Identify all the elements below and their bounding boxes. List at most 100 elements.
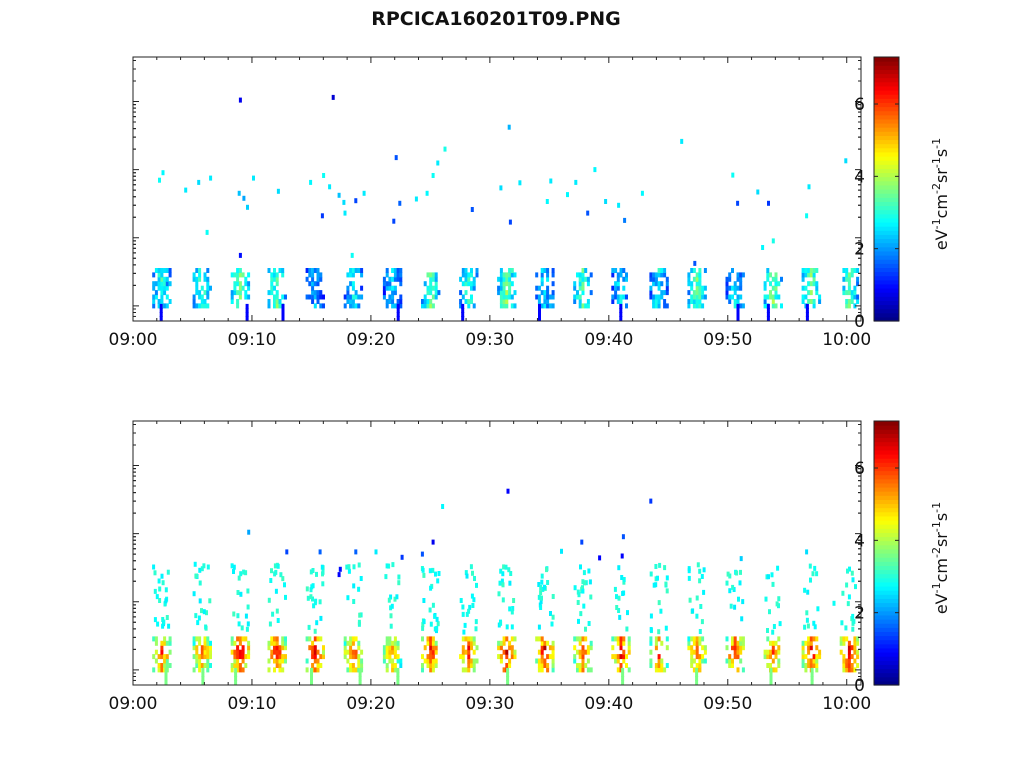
data-cell xyxy=(161,580,165,586)
data-cell xyxy=(155,594,159,600)
data-cell xyxy=(657,294,661,300)
data-cell xyxy=(195,645,199,651)
data-cell xyxy=(349,272,353,278)
x-tick-label: 09:30 xyxy=(465,330,514,350)
data-cell xyxy=(354,294,358,300)
data-cell xyxy=(690,658,694,664)
data-cell xyxy=(805,610,809,616)
data-cell xyxy=(206,654,210,660)
data-cell xyxy=(806,623,810,629)
data-cell xyxy=(319,303,323,309)
data-cell xyxy=(701,285,705,291)
data-cell xyxy=(812,268,816,273)
data-cell xyxy=(244,294,248,300)
data-cell xyxy=(275,281,279,287)
data-cell xyxy=(852,618,856,624)
data-cell xyxy=(394,155,398,161)
data-cell xyxy=(703,649,707,655)
data-cell xyxy=(267,658,271,664)
data-cell xyxy=(665,285,669,291)
data-cell xyxy=(725,285,729,291)
data-cell xyxy=(840,620,844,626)
data-cell xyxy=(154,640,158,646)
data-cell xyxy=(467,276,471,282)
data-cell xyxy=(431,567,435,573)
data-cell xyxy=(660,268,664,273)
data-cell xyxy=(354,303,358,309)
data-cell xyxy=(391,299,395,304)
data-cell xyxy=(198,654,202,660)
data-cell xyxy=(725,294,729,300)
data-cell xyxy=(244,663,248,668)
data-cell xyxy=(736,312,740,317)
data-cell xyxy=(690,281,694,287)
data-cell xyxy=(581,268,585,273)
data-cell xyxy=(627,640,631,646)
data-cell xyxy=(698,303,702,309)
data-cell xyxy=(281,294,285,300)
data-cell xyxy=(616,654,620,660)
colorbar-tick-label: 0 xyxy=(854,312,865,332)
data-cell xyxy=(619,316,623,322)
data-cell xyxy=(357,562,361,568)
data-cell xyxy=(768,609,771,615)
colorbar-band xyxy=(874,511,899,517)
data-cell xyxy=(502,667,506,673)
data-cell xyxy=(193,561,197,567)
colorbar-band xyxy=(874,557,899,562)
data-cell xyxy=(856,654,860,660)
data-cell xyxy=(391,649,395,655)
data-cell xyxy=(198,272,202,278)
data-cell xyxy=(241,272,245,278)
data-cell xyxy=(801,268,805,273)
data-cell xyxy=(763,285,767,291)
data-cell xyxy=(391,268,395,273)
data-cell xyxy=(436,578,440,584)
data-cell xyxy=(273,640,276,646)
data-cell xyxy=(695,667,699,673)
data-cell xyxy=(268,621,272,627)
data-cell xyxy=(351,663,355,668)
colorbar-frame xyxy=(873,56,900,322)
data-cell xyxy=(535,294,539,300)
data-cell xyxy=(663,299,667,304)
data-cell xyxy=(314,598,318,604)
data-cell xyxy=(847,290,851,296)
data-cell xyxy=(467,281,471,287)
data-cell xyxy=(847,667,851,673)
x-tick-label: 09:20 xyxy=(346,330,395,350)
data-cell xyxy=(267,299,271,304)
x-tick-label: 09:00 xyxy=(109,694,158,714)
data-cell xyxy=(499,299,503,304)
data-cell xyxy=(816,606,820,612)
data-cell xyxy=(856,299,860,304)
data-cell xyxy=(614,294,618,300)
data-cell xyxy=(539,605,543,610)
data-cell xyxy=(842,285,846,291)
data-cell xyxy=(429,621,433,627)
colorbar-tick-label: 6 xyxy=(854,459,865,479)
data-cell xyxy=(163,654,167,660)
colorbar-band xyxy=(874,614,899,620)
data-cell xyxy=(230,299,234,304)
data-cell xyxy=(388,636,392,642)
data-cell xyxy=(168,268,172,273)
data-cell xyxy=(275,654,279,660)
data-cell xyxy=(540,272,544,278)
data-cell xyxy=(649,658,653,664)
data-cell xyxy=(322,173,326,178)
data-cell xyxy=(423,645,427,651)
data-cell xyxy=(202,609,206,615)
data-cell xyxy=(551,268,555,273)
data-cell xyxy=(842,290,846,296)
data-cell xyxy=(349,640,353,646)
data-cell xyxy=(271,611,275,617)
colorbar-band xyxy=(874,482,899,488)
data-cell xyxy=(385,663,389,668)
data-cell xyxy=(551,654,555,660)
data-cell xyxy=(739,294,743,300)
data-cell xyxy=(497,654,501,660)
data-cell xyxy=(399,276,403,282)
data-cell xyxy=(160,645,164,651)
data-cell xyxy=(472,281,476,287)
